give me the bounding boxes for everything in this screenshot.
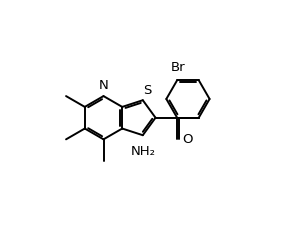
Text: N: N	[99, 79, 108, 92]
Text: Br: Br	[171, 61, 186, 74]
Text: S: S	[143, 84, 151, 97]
Text: O: O	[182, 133, 193, 146]
Text: NH₂: NH₂	[130, 145, 155, 158]
